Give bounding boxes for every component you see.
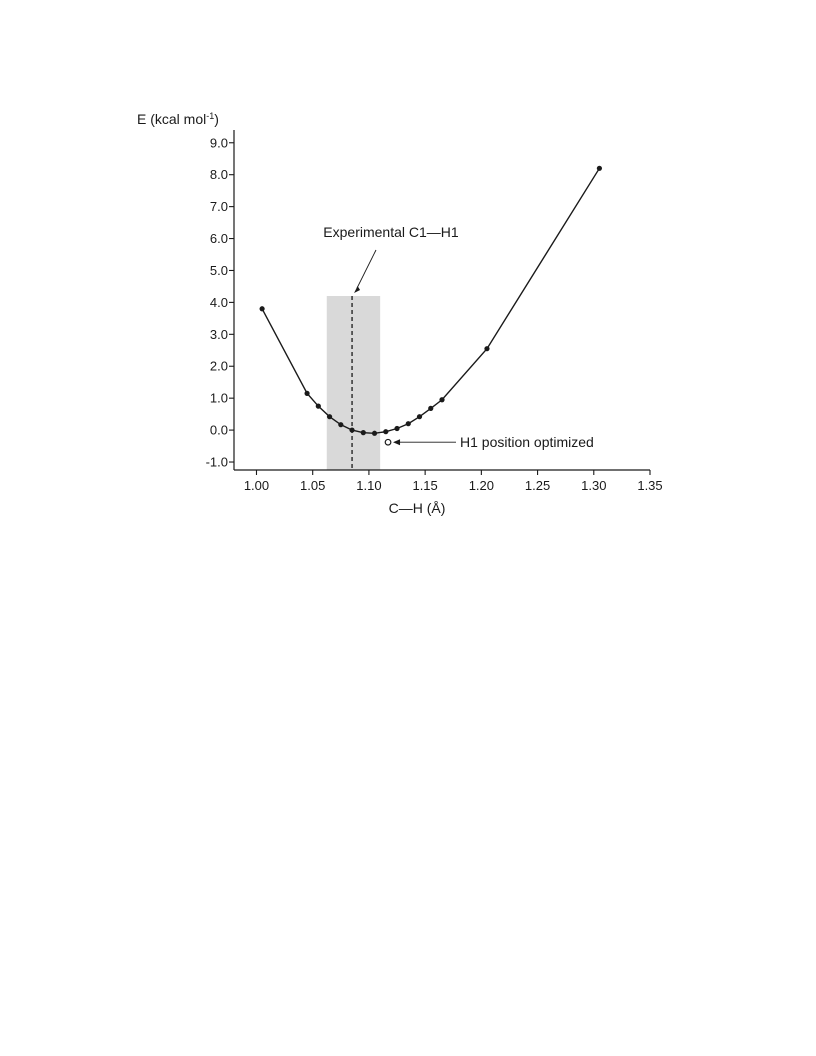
experimental-range-band <box>326 296 381 470</box>
optimized-arrow-head <box>393 439 401 446</box>
energy-curve-line <box>261 167 600 434</box>
y-tick-label: 1.0 <box>210 391 228 406</box>
y-tick-label: 8.0 <box>210 167 228 182</box>
data-point <box>405 421 411 427</box>
y-ticks: -1.0 0.0 1.0 2.0 3.0 4.0 5.0 6.0 7.0 8.0 9.0 <box>206 135 234 470</box>
data-point <box>259 306 265 312</box>
data-point <box>383 429 389 435</box>
optimized-point-marker <box>384 438 392 446</box>
data-point <box>304 390 310 396</box>
y-tick-label: 6.0 <box>210 231 228 246</box>
data-point <box>360 430 366 436</box>
x-tick-label: 1.15 <box>412 478 437 493</box>
experimental-arrow-head <box>354 286 361 294</box>
y-axis-title: E (kcal mol-1) <box>137 111 219 127</box>
y-tick-label: -1.0 <box>206 455 228 470</box>
x-tick-label: 1.05 <box>300 478 325 493</box>
y-tick-label: 0.0 <box>210 423 228 438</box>
data-points <box>259 165 603 436</box>
x-axis-title: C—H (Å) <box>389 500 446 516</box>
data-point <box>338 422 344 428</box>
experimental-annotation-arrow <box>356 249 377 289</box>
x-tick-label: 1.10 <box>356 478 381 493</box>
data-point <box>315 403 321 409</box>
x-tick-label: 1.35 <box>637 478 662 493</box>
data-point <box>371 430 378 436</box>
y-tick-label: 9.0 <box>210 135 228 150</box>
optimized-annotation: H1 position optimized <box>393 434 594 450</box>
plot-layer <box>259 165 603 470</box>
axes: -1.00.01.02.03.04.05.06.07.08.09.0 1.00 1… <box>206 130 663 493</box>
data-point <box>484 346 490 352</box>
y-tick-label: 4.0 <box>210 295 228 310</box>
data-point <box>439 397 445 403</box>
x-tick-label: 1.25 <box>525 478 550 493</box>
optimized-annotation-label: H1 position optimized <box>460 434 594 450</box>
experimental-annotation: Experimental C1—H1 <box>323 224 459 294</box>
x-tick-label: 1.00 <box>244 478 269 493</box>
y-tick-label: 3.0 <box>210 327 228 342</box>
data-point <box>416 414 423 420</box>
data-point <box>394 425 400 432</box>
experimental-annotation-label: Experimental C1—H1 <box>323 224 459 240</box>
x-ticks: 1.00 1.05 1.10 1.15 1.20 1.25 1.30 1.35 <box>244 470 663 493</box>
data-point <box>596 165 603 171</box>
y-tick-label: 7.0 <box>210 199 228 214</box>
x-tick-label: 1.30 <box>581 478 606 493</box>
data-point <box>349 427 355 433</box>
x-tick-label: 1.20 <box>469 478 494 493</box>
y-tick-label: 2.0 <box>210 359 228 374</box>
data-point <box>326 414 333 420</box>
data-point <box>428 405 434 411</box>
y-tick-label: 5.0 <box>210 263 228 278</box>
